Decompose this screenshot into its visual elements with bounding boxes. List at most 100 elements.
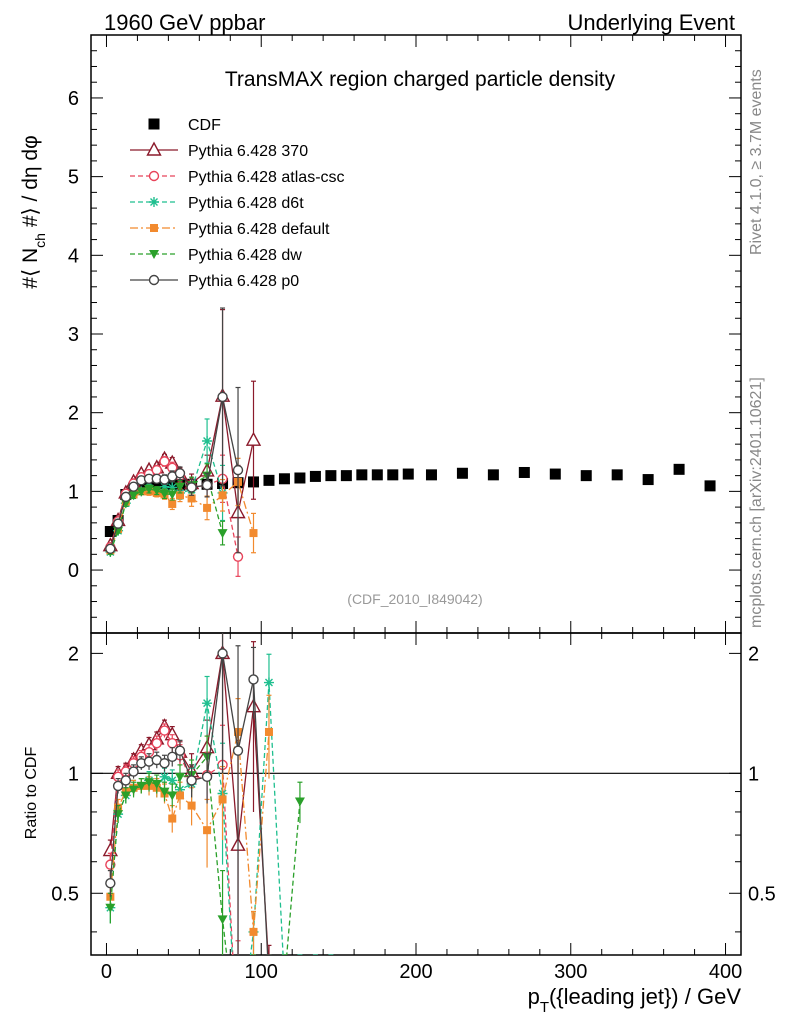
- ratio-point-p0: [112, 780, 124, 792]
- data-point-CDF: [642, 474, 654, 486]
- legend-entry-p0: Pythia 6.428 p0: [130, 273, 299, 290]
- data-point-CDF: [278, 473, 290, 485]
- data-point-CDF: [518, 466, 530, 478]
- x-tick-label: 0: [101, 961, 112, 983]
- x-tick-label: 300: [554, 961, 587, 983]
- data-point-d6t: [167, 482, 178, 493]
- ratio-point-dw: [294, 797, 305, 807]
- ratio-point-atlas-csc: [151, 738, 162, 749]
- data-point-CDF: [425, 469, 437, 481]
- ratio-point-default: [187, 801, 196, 810]
- main-y-tick-label: 3: [68, 324, 79, 346]
- legend-entry-370: Pythia 6.428 370: [130, 141, 308, 160]
- ratio-y-tick-label-right: 1: [748, 763, 759, 785]
- data-point-default: [168, 499, 177, 508]
- legend-marker: [146, 141, 162, 156]
- data-point-p0: [128, 481, 139, 492]
- data-point-atlas-csc: [151, 464, 162, 476]
- ratio-point-dw: [128, 785, 139, 795]
- x-axis-label: pT({leading jet}) / GeV: [528, 984, 742, 1016]
- x-tick-label: 400: [709, 961, 742, 983]
- data-point-p0: [217, 391, 228, 403]
- legend-marker: [149, 250, 159, 259]
- data-point-CDF: [487, 469, 499, 481]
- ratio-point-d6t: [326, 977, 336, 987]
- data-point-default: [218, 491, 227, 500]
- ratio-point-d6t: [202, 698, 213, 709]
- data-point-CDF: [356, 469, 368, 481]
- header-right: Underlying Event: [567, 10, 735, 35]
- ratio-point-dw: [167, 791, 178, 801]
- data-point-default: [203, 503, 212, 512]
- ratio-point-default: [264, 727, 273, 736]
- ratio-point-p0: [217, 648, 228, 659]
- ratio-series-p0: [105, 633, 272, 955]
- ratio-point-p0: [167, 751, 178, 763]
- data-point-CDF: [387, 469, 399, 481]
- data-point-dw: [159, 489, 170, 499]
- ratio-line-d6t: [109, 682, 284, 955]
- x-tick-label: 100: [245, 961, 278, 983]
- ratio-point-370: [278, 975, 291, 987]
- data-point-CDF: [135, 480, 147, 492]
- data-point-CDF: [294, 472, 306, 484]
- main-title: TransMAX region charged particle density: [225, 68, 616, 91]
- ratio-plot-frame: [90, 632, 742, 956]
- ratio-line-default: [109, 731, 270, 932]
- ratio-point-p0: [232, 745, 244, 756]
- legend-entry-default: Pythia 6.428 default: [130, 221, 330, 238]
- data-point-p0: [201, 479, 213, 491]
- ratio-point-atlas-csc: [159, 725, 170, 736]
- data-point-atlas-csc: [159, 456, 170, 467]
- legend-entry-dw: Pythia 6.428 dw: [130, 247, 302, 264]
- legend-marker: [148, 170, 160, 182]
- legend-label: Pythia 6.428 dw: [188, 247, 302, 264]
- data-point-default: [175, 491, 184, 500]
- ratio-point-default: [168, 814, 177, 823]
- data-point-CDF: [402, 468, 414, 480]
- data-point-dw: [144, 485, 155, 495]
- series-CDF: [104, 463, 716, 537]
- main-y-tick-label: 6: [68, 88, 79, 110]
- ratio-y-tick-label-right: 2: [748, 643, 759, 665]
- legend-marker: [148, 118, 160, 130]
- data-point-CDF: [325, 470, 337, 482]
- data-point-CDF: [580, 470, 592, 482]
- side-label-top: Rivet 4.1.0, ≥ 3.7M events: [748, 69, 765, 255]
- main-y-axis-label: #⟨ Nch #⟩ / dη dφ: [19, 135, 48, 288]
- ratio-y-tick-label-right: 0.5: [748, 883, 776, 905]
- data-point-d6t: [202, 436, 213, 447]
- data-point-370: [245, 431, 262, 446]
- data-point-p0: [120, 491, 132, 503]
- data-point-default: [187, 494, 196, 503]
- ratio-point-dw: [217, 915, 228, 925]
- legend-marker: [149, 197, 159, 207]
- ratio-point-d6t: [295, 977, 305, 987]
- ratio-point-p0: [186, 775, 197, 786]
- x-tick-label: 200: [399, 961, 432, 983]
- data-point-CDF: [263, 474, 275, 486]
- ratio-point-p0: [174, 745, 186, 756]
- data-point-CDF: [611, 469, 623, 481]
- ratio-point-dw: [279, 978, 289, 987]
- ratio-point-p0: [159, 758, 170, 769]
- data-point-CDF: [549, 468, 561, 480]
- analysis-watermark: (CDF_2010_I849042): [347, 591, 482, 607]
- ratio-series-dw: [105, 735, 305, 987]
- legend-label: Pythia 6.428 default: [188, 221, 330, 238]
- data-point-default: [249, 529, 258, 538]
- ratio-point-d6t: [167, 775, 178, 786]
- legend-label: Pythia 6.428 p0: [188, 273, 299, 290]
- legend-label: Pythia 6.428 370: [188, 143, 308, 160]
- data-point-dw: [167, 490, 178, 500]
- data-point-CDF: [151, 480, 163, 492]
- data-point-atlas-csc: [232, 551, 244, 562]
- ratio-point-default: [249, 927, 258, 936]
- legend-marker: [150, 224, 158, 232]
- ratio-point-default: [175, 791, 184, 800]
- main-y-tick-label: 1: [68, 481, 79, 503]
- data-point-CDF: [104, 525, 116, 537]
- ratio-point-p0: [248, 674, 259, 685]
- ratio-point-default: [218, 795, 227, 804]
- ratio-line-dw: [109, 755, 301, 955]
